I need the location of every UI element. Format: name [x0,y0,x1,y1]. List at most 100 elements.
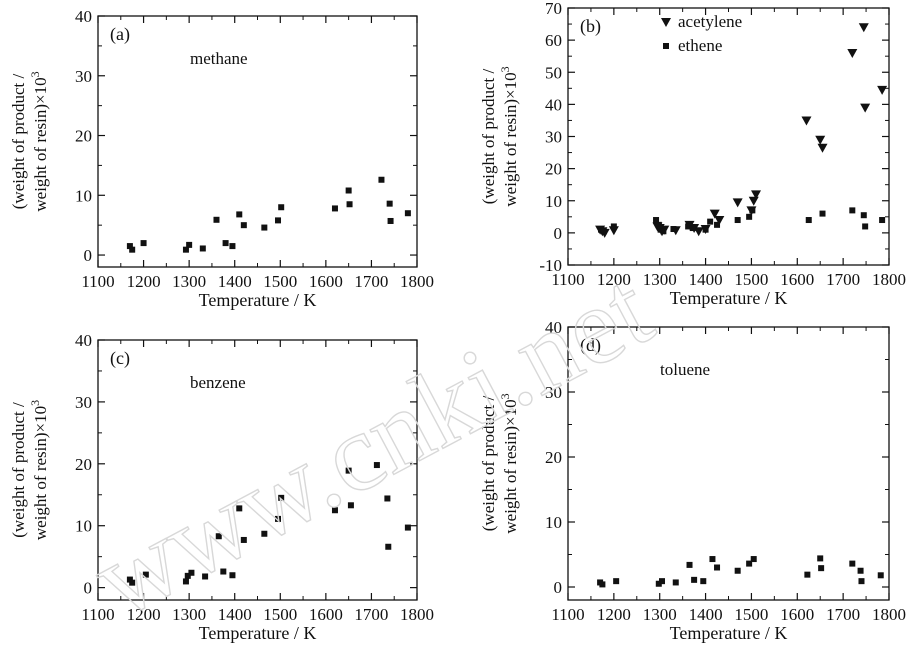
y-tick-label: 30 [545,383,562,402]
data-point [186,241,193,248]
data-point [751,190,762,200]
data-point [709,556,716,563]
x-tick-label: 1700 [354,605,388,624]
legend-marker [661,18,671,27]
data-point [707,218,714,225]
data-point [346,201,353,208]
data-point [229,243,236,250]
data-point [659,578,666,585]
data-point [278,204,285,211]
data-point [732,198,743,208]
y-tick-label: 30 [75,393,92,412]
data-point [817,555,824,562]
data-point [387,217,394,224]
data-point [746,560,753,567]
chart-panel-1: 0 10 20 30 40 1100 1200 1300 1400 1500 1600 1700 180… [9,7,434,310]
data-point [801,116,812,126]
panel-label: (a) [110,24,130,45]
y-axis-label-line1: (weight of product / [9,73,28,209]
series-label: benzene [190,373,246,392]
y-tick-label: 10 [545,192,562,211]
data-point [220,568,227,575]
data-point [858,578,865,585]
x-tick-label: 1600 [309,605,343,624]
data-point [860,212,867,219]
data-point [660,228,667,235]
series-series-1 [597,555,884,588]
y-tick-label: 10 [75,186,92,205]
data-point [685,223,692,230]
data-point [126,576,133,583]
data-point [714,564,721,571]
y-tick-label: 40 [545,95,562,114]
y-axis-label-line2: weight of resin)×103 [28,400,50,540]
data-point [734,217,741,224]
data-point [702,226,709,233]
data-point [670,226,677,233]
data-point [691,576,698,583]
y-tick-label: 0 [554,578,563,597]
data-point [229,572,236,579]
y-tick-label: -10 [539,256,562,275]
chart-panel-4: 0 10 20 30 40 1100 1200 1300 1400 1500 1600 1700 180… [479,318,906,643]
data-point [817,143,828,153]
data-point [261,530,268,537]
data-point [240,536,247,543]
series-label: methane [190,49,248,68]
y-tick-label: 0 [554,224,563,243]
x-tick-label: 1400 [218,272,252,291]
data-point [714,221,721,228]
legend-item-acetylene: acetylene [661,12,742,31]
data-point [215,533,222,540]
x-tick-label: 1800 [872,270,906,289]
x-tick-label: 1100 [551,605,584,624]
data-point [222,240,229,247]
x-tick-label: 1500 [263,605,297,624]
x-tick-label: 1100 [551,270,584,289]
legend-label: acetylene [678,12,742,31]
data-point [275,515,282,522]
data-point [849,560,856,567]
x-axis-label: Temperature / K [670,623,788,643]
data-point [345,187,352,194]
data-point [750,556,757,563]
data-point [613,578,620,585]
y-axis-label-line1: (weight of product / [479,395,498,531]
x-tick-label: 1600 [780,605,814,624]
data-point [849,207,856,214]
data-point [879,217,886,224]
panel-label: (b) [580,16,601,37]
panel-label: (d) [580,335,601,356]
data-point [804,571,811,578]
y-tick-label: 0 [84,579,93,598]
x-tick-label: 1100 [81,605,114,624]
series-series-1 [126,176,411,253]
data-point [599,581,606,588]
y-axis-label-superscript: 3 [28,400,42,406]
data-point [345,467,352,474]
data-point [331,507,338,514]
data-point [819,210,826,217]
y-axis-label-line1: (weight of product / [479,68,498,204]
data-point [818,565,825,572]
chart-panel-2: -10 0 10 20 30 40 50 60 70 1100 1200 1300 1400 1500 16… [479,0,906,308]
data-point [877,85,888,95]
y-tick-label: 20 [75,455,92,474]
y-tick-label: 70 [545,0,562,18]
x-tick-label: 1700 [826,270,860,289]
data-point [653,217,660,224]
data-point [236,211,243,218]
data-point [862,223,869,230]
data-point [749,207,756,214]
data-point [142,571,149,578]
data-point [404,210,411,217]
x-tick-label: 1500 [734,270,768,289]
data-point [184,572,191,579]
x-tick-label: 1400 [689,270,723,289]
data-point [815,135,826,145]
series-acetylene [595,23,888,238]
plot-frame [97,15,418,268]
data-point [140,240,147,247]
data-point [693,227,704,237]
